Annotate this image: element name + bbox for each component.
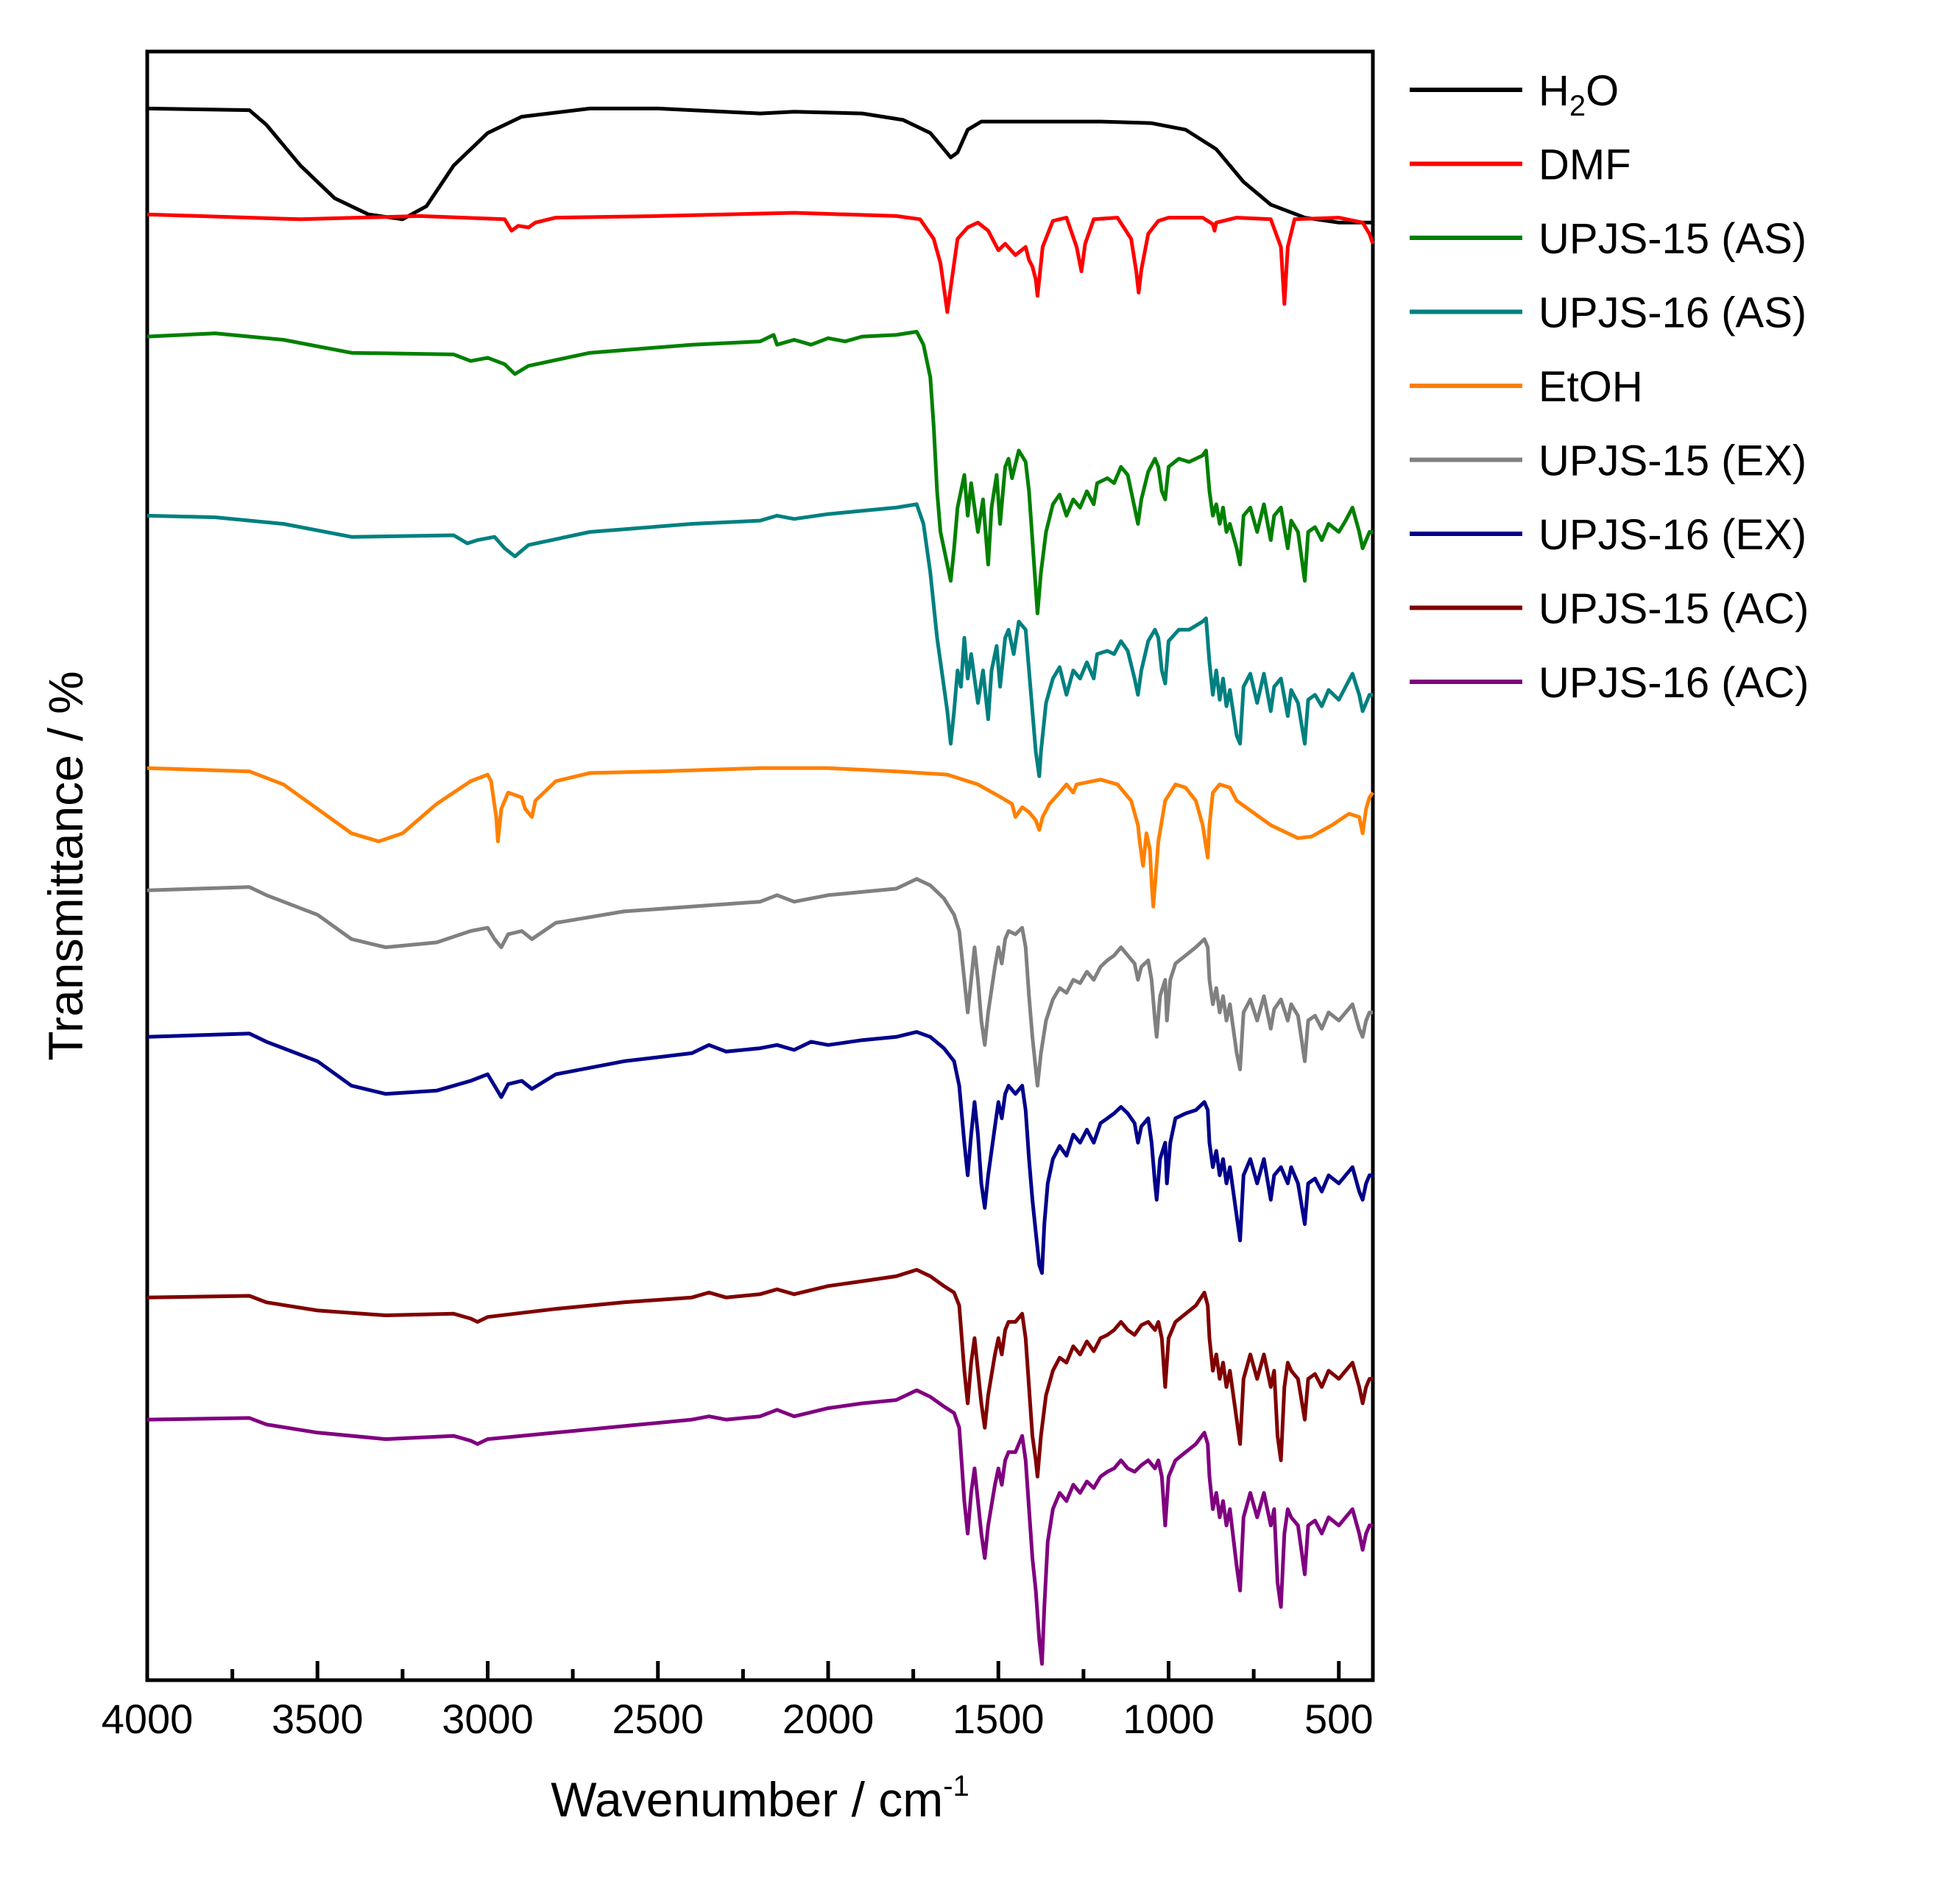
legend-label-main: UPJS-15 (EX) bbox=[1538, 437, 1806, 485]
x-tick-label: 1000 bbox=[1123, 1696, 1215, 1742]
legend-label-7: UPJS-16 (EX) bbox=[1538, 511, 1806, 559]
legend-label-main: UPJS-15 (AS) bbox=[1538, 215, 1806, 263]
x-tick-label: 1500 bbox=[953, 1696, 1045, 1742]
legend-label-main: EtOH bbox=[1538, 363, 1643, 411]
legend-label-main: UPJS-16 (AC) bbox=[1538, 659, 1809, 707]
x-tick-label: 2500 bbox=[612, 1696, 704, 1742]
y-axis-title: Transmittance / % bbox=[38, 671, 93, 1060]
legend-label-tail: O bbox=[1586, 67, 1619, 115]
legend-label-2: DMF bbox=[1538, 141, 1631, 189]
legend-label-6: UPJS-15 (EX) bbox=[1538, 437, 1806, 485]
legend-label-main: UPJS-16 (EX) bbox=[1538, 511, 1806, 559]
series-line-8 bbox=[146, 1268, 1373, 1478]
series-line-9 bbox=[146, 1388, 1373, 1666]
legend-label-main: UPJS-16 (AS) bbox=[1538, 289, 1806, 337]
x-tick-label: 4000 bbox=[102, 1696, 194, 1742]
legend: H2O DMF UPJS-15 (AS) UPJS-16 (AS) EtOH UPJS-1… bbox=[1410, 67, 1809, 707]
x-axis-title: Wavenumber / cm-1 bbox=[551, 1770, 969, 1827]
series-line-4 bbox=[146, 502, 1373, 778]
x-tick-label: 2000 bbox=[782, 1696, 875, 1742]
x-tick-label: 3500 bbox=[272, 1696, 364, 1742]
series-line-7 bbox=[146, 1030, 1373, 1275]
legend-label-main: UPJS-15 (AC) bbox=[1538, 585, 1809, 633]
series-line-1 bbox=[146, 106, 1373, 225]
plot-frame bbox=[145, 49, 1375, 1682]
legend-label-main: DMF bbox=[1538, 141, 1631, 189]
legend-label-8: UPJS-15 (AC) bbox=[1538, 585, 1809, 633]
legend-label-4: UPJS-16 (AS) bbox=[1538, 289, 1806, 337]
legend-label-5: EtOH bbox=[1538, 363, 1643, 411]
plot-border bbox=[145, 49, 1375, 1682]
x-axis-title-text: Wavenumber / cm bbox=[551, 1772, 943, 1827]
legend-label-subscript: 2 bbox=[1569, 90, 1586, 122]
legend-label-3: UPJS-15 (AS) bbox=[1538, 215, 1806, 263]
legend-label-9: UPJS-16 (AC) bbox=[1538, 659, 1809, 707]
series-line-2 bbox=[146, 211, 1375, 314]
x-tick-label: 500 bbox=[1304, 1696, 1373, 1742]
series-group bbox=[146, 106, 1375, 1666]
legend-label-1: H2O bbox=[1538, 67, 1619, 122]
series-line-6 bbox=[146, 877, 1373, 1088]
x-axis: 4000 3500 3000 2500 2000 1500 1000 500 bbox=[102, 1661, 1373, 1742]
x-axis-title-superscript: -1 bbox=[943, 1770, 969, 1802]
series-line-5 bbox=[146, 766, 1375, 909]
legend-label-main: H bbox=[1538, 67, 1569, 115]
series-line-3 bbox=[146, 330, 1373, 616]
x-tick-label: 3000 bbox=[442, 1696, 534, 1742]
